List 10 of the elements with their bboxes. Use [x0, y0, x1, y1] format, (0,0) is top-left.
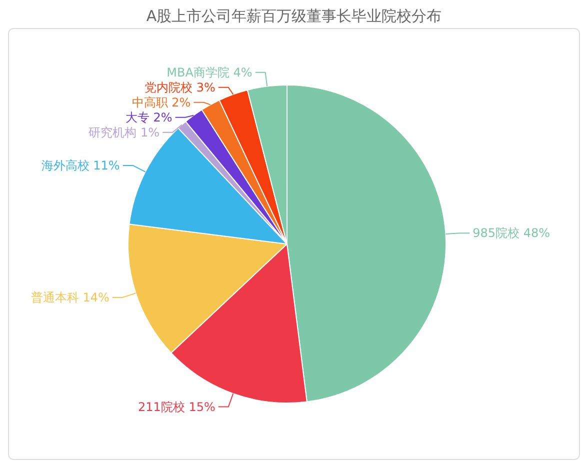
- slice-label: 大专 2%: [125, 110, 172, 124]
- chart-title: A股上市公司年薪百万级董事长毕业院校分布: [146, 7, 442, 25]
- slice-label: 研究机构 1%: [88, 125, 160, 140]
- slice-label: 普通本科 14%: [30, 290, 110, 304]
- slice-label: 中高职 2%: [132, 95, 191, 110]
- slice-label: MBA商学院 4%: [166, 65, 252, 80]
- slice-label: 985院校 48%: [472, 226, 550, 240]
- slice-label: 党内院校 3%: [144, 80, 216, 94]
- slice-label: 海外高校 11%: [41, 158, 120, 172]
- slice-label: 211院校 15%: [138, 400, 216, 414]
